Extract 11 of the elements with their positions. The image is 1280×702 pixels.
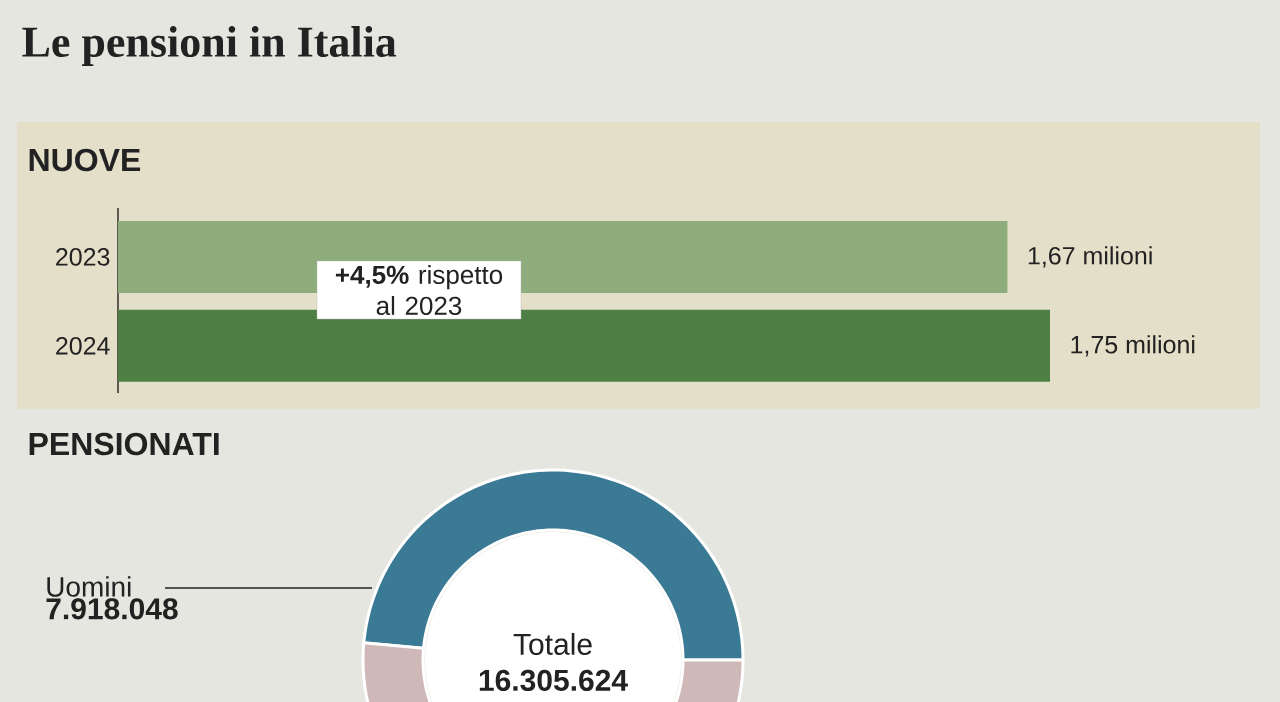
data-label: 1,67 milioni [1028, 246, 1152, 268]
chart-title: Le pensioni in Italia [22, 26, 397, 66]
chart-title: PENSIONATI [29, 432, 219, 456]
text: Totale 16.305.624 [479, 632, 628, 692]
y-tick-label: 2023 [56, 248, 110, 266]
chart-subtitle: NUOVE [29, 148, 141, 172]
slice-label: Uomini [47, 576, 131, 597]
annotation: +4,5% rispetto al 2023 [335, 264, 503, 316]
data-label: 1,75 milioni [1071, 335, 1195, 357]
data-label: 7.918.048 [46, 598, 178, 620]
y-tick-label: 2024 [56, 337, 110, 355]
